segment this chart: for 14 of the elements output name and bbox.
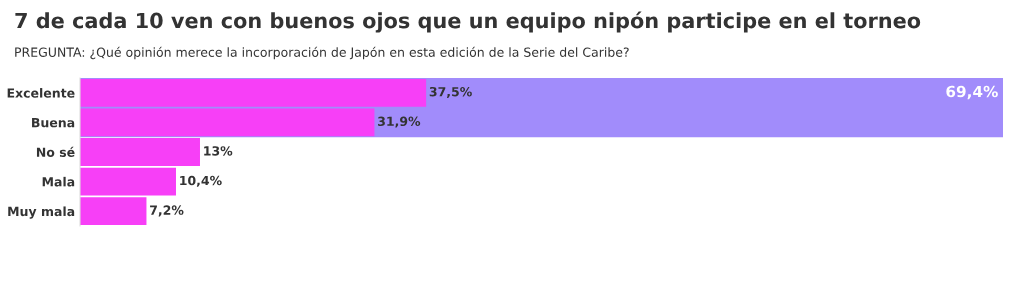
y-tick-label: No sé <box>36 146 75 157</box>
data-label: 13% <box>204 146 233 156</box>
bar <box>80 138 200 166</box>
data-label: 7,2% <box>150 205 184 217</box>
y-tick-label: Muy mala <box>8 206 75 219</box>
y-tick-label: Buena <box>32 118 75 128</box>
data-label: 31,9% <box>378 116 421 128</box>
band-label: 69,4% <box>946 85 998 100</box>
chart-title: 7 de cada 10 ven con buenos ojos que un equipo nipón participe en el torneo <box>15 11 921 33</box>
y-tick-label: Excelente <box>7 88 75 98</box>
data-label: 10,4% <box>180 175 222 187</box>
y-tick-label: Mala <box>42 176 75 187</box>
chart-subtitle: PREGUNTA: ¿Qué opinión merece la incorporación de Japón en esta edición de la Serie del Caribe? <box>15 46 629 60</box>
data-label: 37,5% <box>429 86 472 99</box>
